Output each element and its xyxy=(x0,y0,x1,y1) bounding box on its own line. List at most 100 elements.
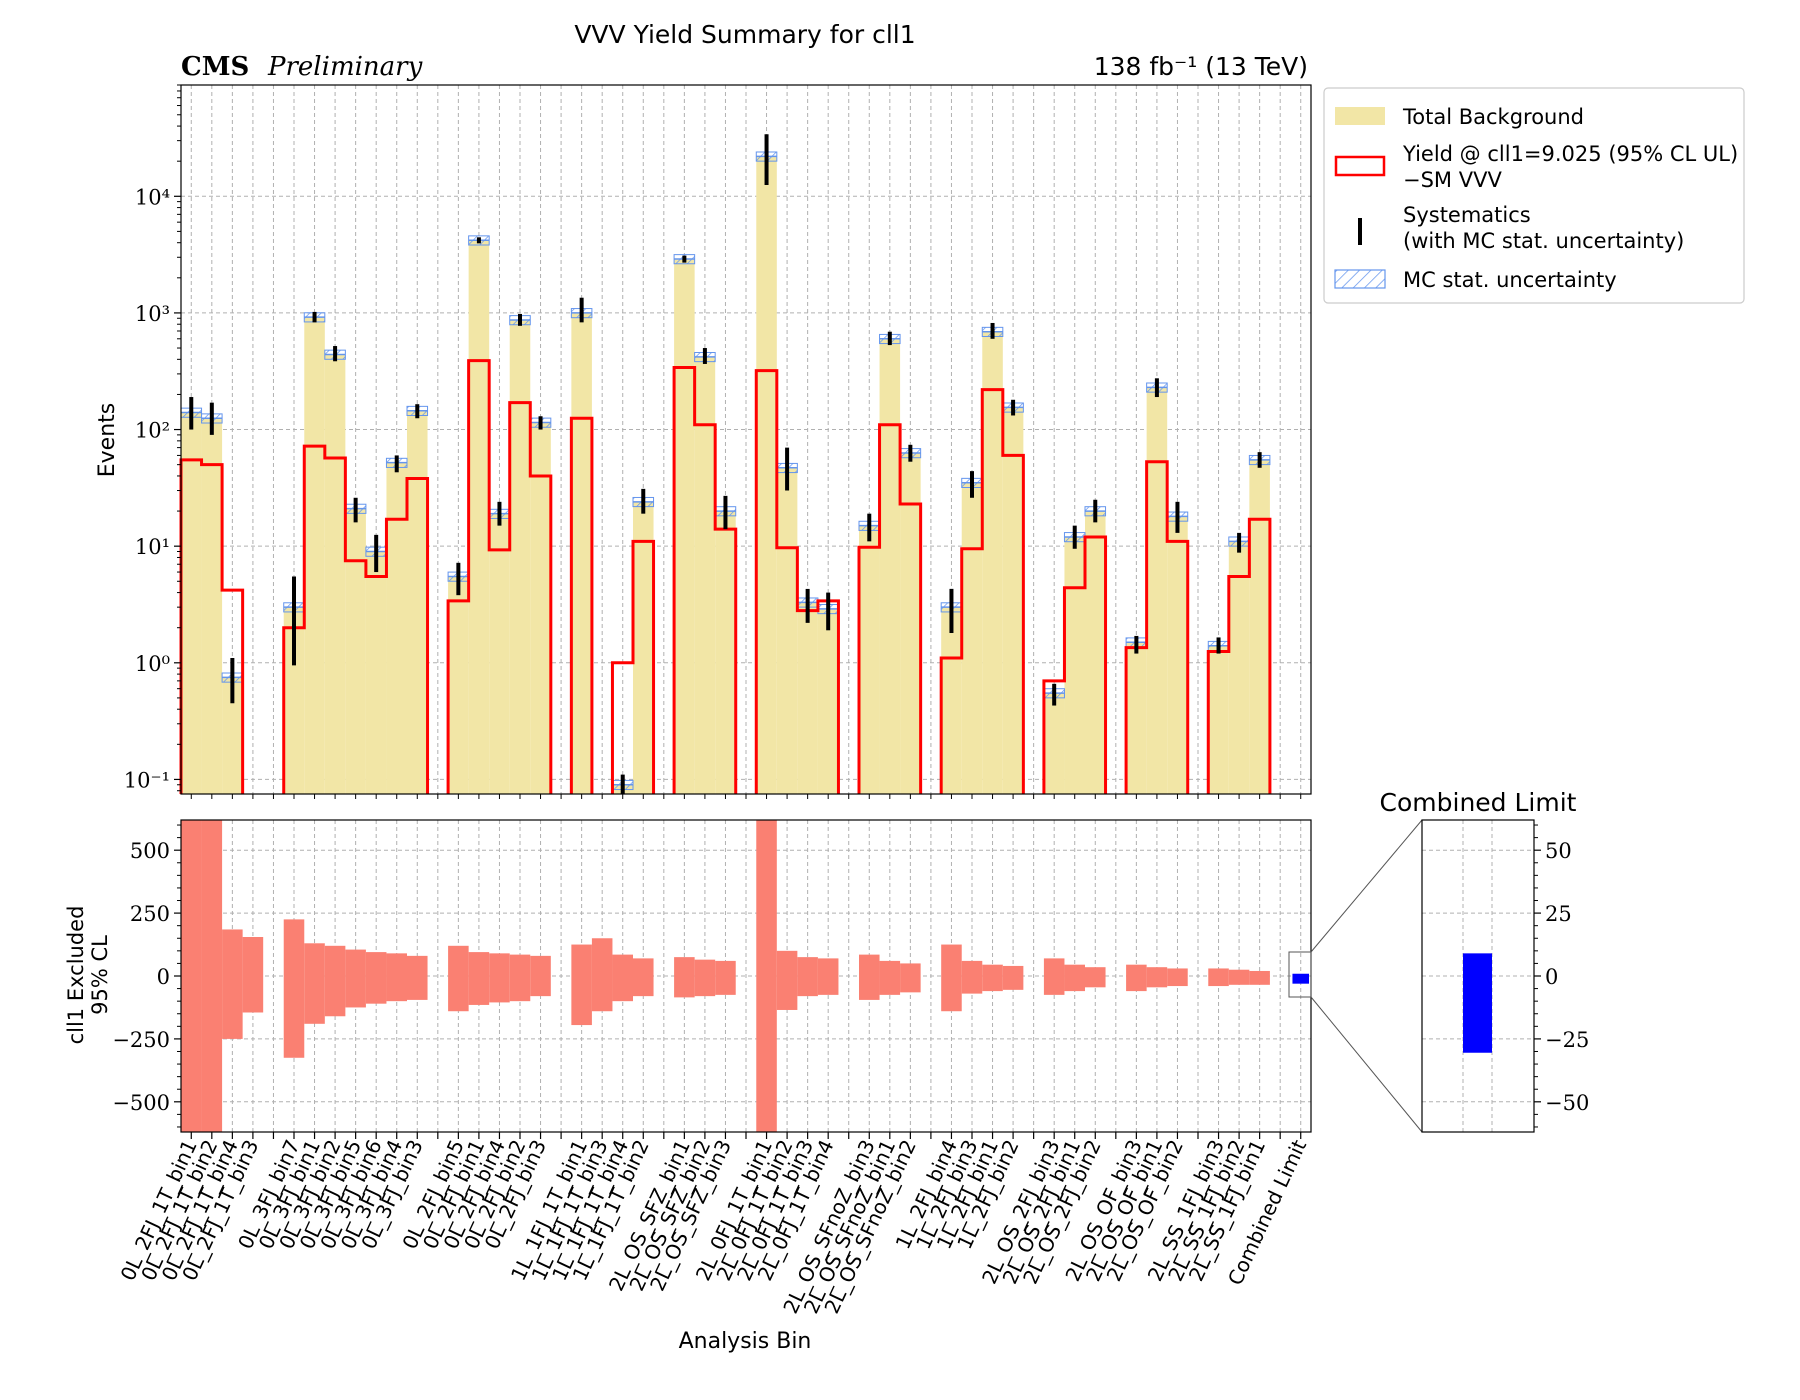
legend-label-systematics-1: Systematics xyxy=(1403,203,1531,227)
excluded-range-bar xyxy=(530,955,551,997)
background-bar xyxy=(879,338,901,794)
background-bar xyxy=(345,508,366,794)
excluded-range-bar xyxy=(386,953,407,1002)
legend-label-signal-1: Yield @ cll1=9.025 (95% CL UL) xyxy=(1402,142,1738,166)
upper-tick-label: 10⁰ xyxy=(135,652,170,676)
excluded-range-bar xyxy=(1146,967,1168,988)
excluded-range-bar xyxy=(674,957,695,998)
upper-tick-label: 10³ xyxy=(135,302,170,326)
excluded-range-bar xyxy=(571,944,592,1026)
lower-tick-label: −500 xyxy=(112,1091,170,1115)
signal-step-line xyxy=(1206,517,1272,794)
background-bar xyxy=(715,511,736,794)
background-bar xyxy=(1085,511,1106,794)
legend-label-systematics-2: (with MC stat. uncertainty) xyxy=(1403,229,1684,253)
background-bar xyxy=(982,331,1003,794)
legend-label-mc-stat: MC stat. uncertainty xyxy=(1403,268,1617,292)
excluded-range-bar xyxy=(1228,969,1250,985)
background-bar xyxy=(407,410,428,794)
upper-tick-label: 10² xyxy=(135,419,170,443)
excluded-range-bar xyxy=(304,943,325,1024)
background-bar xyxy=(633,501,654,794)
excluded-range-bar xyxy=(776,950,798,1010)
legend-swatch-signal xyxy=(1334,155,1386,177)
background-bar xyxy=(776,467,798,794)
excluded-range-bar xyxy=(1002,965,1024,990)
excluded-range-bar xyxy=(181,820,202,1132)
upper-tick-label: 10¹ xyxy=(135,535,170,559)
inset-tick-label: −50 xyxy=(1545,1091,1589,1115)
background-bar xyxy=(571,312,592,794)
inset-title: Combined Limit xyxy=(1380,788,1577,817)
inset-tick-label: 0 xyxy=(1545,965,1558,989)
lower-tick-label: 250 xyxy=(130,902,170,926)
inset-tick-label: −25 xyxy=(1545,1028,1589,1052)
background-bar xyxy=(1228,541,1250,794)
background-bar xyxy=(1002,407,1024,794)
lower-tick-label: 0 xyxy=(157,965,170,989)
background-bar xyxy=(304,317,325,794)
background-bar xyxy=(181,412,202,794)
excluded-range-bar xyxy=(694,959,716,997)
background-bar xyxy=(941,607,962,794)
excluded-range-bar xyxy=(345,949,366,1008)
excluded-range-bar xyxy=(509,954,531,1002)
excluded-range-bar xyxy=(1167,968,1188,987)
inset-frame xyxy=(1421,819,1535,1133)
excluded-range-bar xyxy=(324,945,346,1017)
signal-step-line xyxy=(672,366,738,794)
signal-step-line xyxy=(939,388,1025,794)
excluded-range-bar xyxy=(817,958,839,995)
legend-swatch-mc-stat xyxy=(1334,269,1386,289)
excluded-range-bar xyxy=(633,958,654,997)
background-bar xyxy=(1126,642,1147,794)
upper-tick-label: 10⁴ xyxy=(135,185,170,209)
background-bar xyxy=(1064,536,1085,794)
background-bar xyxy=(797,602,818,794)
zoom-connector-top xyxy=(1310,819,1423,953)
cms-label: CMS xyxy=(181,52,249,82)
excluded-range-bar xyxy=(941,944,962,1012)
background-bar xyxy=(694,356,716,794)
background-bar xyxy=(1167,516,1188,794)
zoom-region xyxy=(1288,951,1312,998)
background-bar xyxy=(283,607,305,794)
background-bar xyxy=(859,525,880,794)
signal-step-line xyxy=(446,359,553,794)
excluded-range-bar xyxy=(1249,970,1270,985)
excluded-range-bar xyxy=(961,960,983,994)
chart-title: VVV Yield Summary for cll1 xyxy=(574,20,915,49)
lower-tick-label: 500 xyxy=(130,839,170,863)
excluded-range-bar xyxy=(982,964,1003,992)
excluded-range-bar xyxy=(1064,964,1085,992)
excluded-range-bar xyxy=(1085,967,1106,988)
cms-sublabel: Preliminary xyxy=(267,52,423,82)
upper-y-ticks: 10⁻¹ 10⁰ 10¹ 10² 10³ 10⁴ xyxy=(124,84,181,792)
signal-step-line xyxy=(179,458,245,794)
signal-step-line xyxy=(857,423,923,794)
background-bar xyxy=(509,319,531,794)
upper-y-axis-label: Events xyxy=(95,403,120,478)
excluded-range-bar xyxy=(715,960,736,995)
background-bars xyxy=(181,156,1270,794)
excluded-range-bar xyxy=(489,953,510,1003)
signal-step-line xyxy=(610,539,656,794)
inset-tick-label: 50 xyxy=(1545,839,1572,863)
legend-swatch-background xyxy=(1335,107,1385,125)
background-bar xyxy=(365,551,387,794)
background-bar xyxy=(1146,387,1168,794)
excluded-range-bar xyxy=(859,954,880,1000)
background-bar xyxy=(530,422,551,794)
excluded-range-bar xyxy=(201,820,223,1132)
combined-limit-bar xyxy=(1463,953,1492,1053)
excluded-range-bar xyxy=(407,955,428,1000)
excluded-range-bar xyxy=(365,952,387,1004)
legend-label-signal-2: −SM VVV xyxy=(1403,168,1502,192)
signal-step-line xyxy=(1124,460,1190,794)
excluded-range-bar xyxy=(242,937,264,1013)
lower-y-axis-label-1: cll1 Excluded xyxy=(64,906,88,1045)
upper-tick-label: 10⁻¹ xyxy=(124,768,170,792)
background-bar xyxy=(448,576,469,794)
excluded-range-bar xyxy=(900,963,921,993)
